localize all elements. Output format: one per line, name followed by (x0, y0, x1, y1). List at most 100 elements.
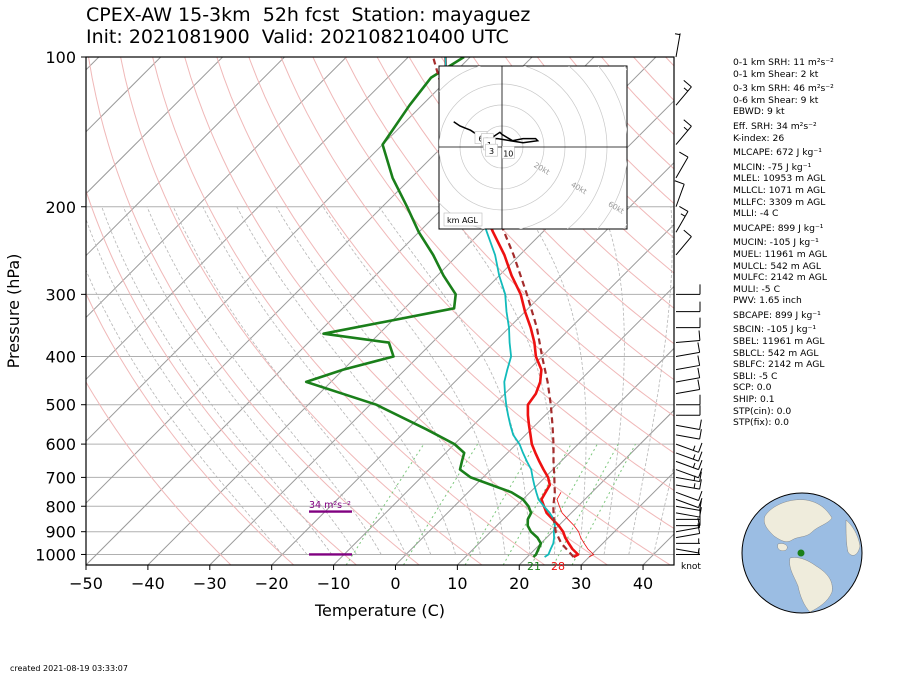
index-line: Eff. SRH: 34 m²s⁻² (733, 120, 817, 132)
moist-adiabat-line (202, 206, 432, 555)
wind-barb-flag (698, 460, 703, 470)
index-line: MUEL: 11961 m AGL (733, 248, 827, 260)
moist-adiabat-line (123, 206, 357, 555)
mixing-ratio-line (571, 443, 636, 565)
wind-barb-flag (699, 471, 702, 482)
wind-barb (675, 330, 701, 344)
moist-adiabat-line (101, 206, 333, 555)
temperature-profile-line (444, 57, 580, 559)
wind-barb-staff (675, 33, 681, 58)
moist-adiabat-line (445, 206, 556, 555)
wind-barb-flag (683, 229, 692, 237)
dry-adiabat-line (440, 57, 674, 309)
isotherm-line (580, 471, 674, 565)
dry-adiabat-line (408, 57, 674, 345)
x-tick-label: 20 (509, 574, 529, 593)
hodograph-frame (438, 65, 628, 230)
moist-adiabat-line (601, 206, 625, 555)
wind-barb (675, 479, 702, 490)
wind-barb-staff (675, 236, 692, 256)
wind-barb-flag (683, 119, 692, 127)
wind-barb-half-flag (692, 454, 696, 460)
wind-barb-staff (675, 339, 700, 344)
isotherm-line (86, 57, 471, 442)
index-line: EBWD: 9 kt (733, 106, 785, 118)
dry-adiabat-line (344, 57, 674, 417)
x-tick-label: −40 (131, 574, 165, 593)
y-tick-label: 300 (45, 285, 76, 304)
wind-barb (676, 394, 701, 406)
moist-adiabat-line (146, 206, 382, 555)
wind-barb (675, 507, 702, 518)
wind-barb (675, 205, 689, 233)
wind-barb-half-flag (674, 33, 681, 36)
wind-barb-staff (675, 351, 700, 357)
title-line-1: CPEX-AW 15-3km 52h fcst Station: mayague… (86, 4, 531, 26)
wind-barb (675, 80, 692, 106)
surface-parcel-line (556, 492, 595, 558)
wind-barb-staff (675, 469, 699, 479)
wind-barb-flag (698, 490, 703, 501)
wind-barb-flag (679, 151, 689, 158)
title-line-2: Init: 2021081900 Valid: 2021082104­00 UT… (86, 26, 509, 48)
index-line: MLLCL: 1071 m AGL (733, 184, 826, 196)
wind-barb-flag (679, 205, 689, 212)
y-tick-label: 800 (45, 497, 76, 516)
moist-adiabat-line (86, 269, 283, 555)
wind-barb-flag (699, 479, 702, 490)
x-tick-label: 0 (390, 574, 400, 593)
wind-barb-staff (675, 452, 699, 462)
wind-barb (676, 509, 701, 520)
wind-barb-staff (675, 505, 700, 511)
wind-barb-flag (674, 180, 685, 185)
moist-adiabat-line (522, 206, 587, 555)
dry-adiabat-line (280, 57, 674, 492)
isotherm-line (209, 100, 674, 565)
wind-barb-staff (675, 424, 700, 430)
wind-barb (675, 342, 701, 357)
dry-adiabat-line (86, 292, 295, 565)
index-line: MULCL: 542 m AGL (733, 260, 822, 272)
wind-barb (675, 229, 692, 256)
wind-barb-half-flag (683, 126, 689, 131)
wind-barb-staff (675, 491, 699, 501)
wind-barb (676, 515, 701, 527)
wind-barb-flag (698, 330, 701, 341)
index-line: STP(fix): 0.0 (733, 417, 790, 429)
wind-barb-staff (675, 476, 700, 483)
y-tick-label: 400 (45, 348, 76, 367)
index-line: SBLFC: 2142 m AGL (733, 359, 825, 371)
wind-barb (675, 460, 703, 471)
isotherm-line (86, 57, 347, 319)
wind-barb-staff (675, 156, 689, 179)
hodograph-ring-label: 80kt (644, 219, 663, 235)
wind-barb-staff (675, 434, 700, 440)
wind-barb (675, 547, 700, 554)
wind-barb (675, 367, 701, 383)
index-line: SBCAPE: 899 J kg⁻¹ (733, 309, 821, 321)
wind-barb-staff (675, 548, 700, 554)
index-line: MLLI: -4 C (733, 208, 779, 220)
wind-barb-flag (699, 507, 702, 518)
moist-adiabat-line (628, 206, 673, 555)
wind-barb-staff (675, 364, 700, 371)
wind-barb (674, 33, 681, 58)
wind-barb-flag (683, 80, 692, 88)
index-line: MULI: -5 C (733, 283, 780, 295)
globe-landmass (777, 543, 788, 551)
isotherm-line (86, 57, 162, 133)
index-line: 0-1 km SRH: 11 m²s⁻² (733, 57, 834, 68)
hodograph-height-box (501, 146, 515, 159)
x-tick-label: −20 (255, 574, 289, 593)
hodograph-unit-box (443, 212, 483, 227)
index-line: SCP: 0.0 (733, 382, 772, 394)
wind-barb (676, 549, 700, 555)
wind-barb (676, 301, 701, 313)
wind-barb (675, 355, 701, 371)
index-line: SHIP: 0.1 (733, 394, 775, 406)
dry-adiabat-line (88, 57, 420, 565)
isotherm-line (457, 347, 674, 565)
wind-barb-flag (697, 367, 701, 378)
wind-barb-staff (675, 498, 699, 509)
